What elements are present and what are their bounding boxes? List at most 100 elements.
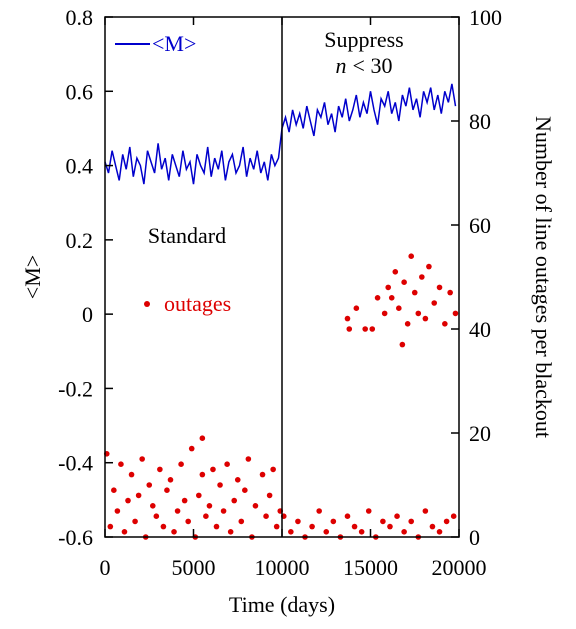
y-tick-label: -0.2 [58, 376, 93, 401]
scatter-point [181, 497, 188, 504]
scatter-point [178, 461, 184, 468]
scatter-point [203, 513, 209, 519]
scatter-point [369, 326, 376, 332]
scatter-point [443, 518, 450, 525]
scatter-point [199, 471, 206, 478]
y2-tick-label: 60 [469, 213, 491, 238]
scatter-point [139, 456, 145, 462]
scatter-point [210, 466, 216, 473]
scatter-point [107, 523, 114, 530]
scatter-point [242, 487, 248, 494]
y-tick-label: 0.6 [66, 79, 94, 104]
scatter-point [111, 487, 117, 494]
scatter-point [132, 518, 138, 525]
scatter-point [408, 253, 415, 259]
scatter-point [245, 456, 252, 462]
scatter-point [351, 523, 358, 530]
y-tick-label: 0.8 [66, 5, 94, 30]
scatter-point [234, 477, 241, 483]
scatter-point [125, 497, 131, 504]
scatter-point [270, 466, 276, 473]
scatter-point [452, 310, 459, 317]
y2-tick-label: 80 [469, 109, 491, 134]
scatter-point [309, 523, 315, 530]
x-tick-label: 20000 [432, 555, 487, 580]
scatter-point [121, 529, 128, 535]
x-tick-label: 5000 [172, 555, 216, 580]
y-tick-label: 0.4 [66, 154, 94, 179]
scatter-point [380, 518, 386, 525]
legend-swatch [144, 301, 150, 307]
scatter-point [362, 326, 368, 332]
scatter-point [374, 295, 381, 301]
scatter-point [217, 482, 223, 488]
scatter-point [358, 529, 365, 535]
scatter-point [426, 263, 432, 270]
scatter-point [401, 279, 407, 286]
scatter-point [199, 435, 206, 442]
scatter-point [135, 492, 142, 499]
scatter-point [344, 513, 351, 519]
scatter-point [295, 518, 301, 525]
scatter-point [157, 466, 163, 473]
scatter-point [146, 482, 153, 488]
scatter-point [394, 513, 400, 519]
scatter-point [188, 445, 195, 452]
annotation: n < 30 [336, 53, 393, 78]
annotation: Standard [148, 223, 226, 248]
scatter-point [381, 310, 388, 317]
scatter-point [206, 503, 213, 509]
annotation: Suppress [324, 27, 403, 52]
line-series [104, 83, 457, 185]
scatter-point [422, 508, 429, 514]
scatter-point [259, 471, 266, 478]
scatter-point [185, 518, 191, 525]
scatter-point [238, 518, 245, 525]
y-axis-label: <M> [20, 255, 45, 299]
y2-tick-label: 40 [469, 317, 491, 342]
scatter-point [118, 461, 124, 468]
scatter-point [160, 523, 167, 530]
scatter-point [213, 523, 220, 530]
y-tick-label: -0.6 [58, 525, 93, 550]
y-tick-label: 0.2 [66, 228, 94, 253]
scatter-point [164, 487, 170, 494]
scatter-point [447, 289, 453, 296]
scatter-point [344, 315, 351, 322]
scatter-point [196, 492, 202, 499]
scatter-point [401, 529, 407, 535]
x-axis-label: Time (days) [229, 592, 335, 617]
scatter-point [353, 305, 360, 312]
x-tick-label: 15000 [343, 555, 398, 580]
y-tick-label: 0 [82, 302, 93, 327]
scatter-point [330, 518, 337, 525]
scatter-point [149, 503, 156, 509]
scatter-point [436, 284, 443, 291]
annotation-italic: n [336, 53, 347, 78]
scatter-point [411, 289, 418, 296]
y2-tick-label: 20 [469, 421, 491, 446]
scatter-point [167, 477, 174, 483]
scatter-point [174, 508, 181, 514]
y2-tick-label: 0 [469, 525, 480, 550]
x-tick-label: 10000 [255, 555, 310, 580]
scatter-point [399, 341, 406, 348]
legend-label: <M> [152, 31, 196, 56]
scatter-point [365, 508, 372, 514]
scatter-point [288, 529, 294, 535]
scatter-point [171, 529, 177, 535]
scatter-point [429, 523, 436, 530]
scatter-point [415, 310, 422, 317]
scatter-point [385, 284, 392, 291]
legend-label: outages [164, 291, 231, 316]
scatter-point [266, 492, 273, 499]
scatter-point [387, 523, 393, 530]
y2-axis-label: Number of line outages per blackout [531, 116, 556, 438]
scatter-point [263, 513, 269, 519]
scatter-point [346, 326, 353, 332]
scatter-point [273, 523, 280, 530]
scatter-point [114, 508, 121, 514]
annotation-text: < 30 [353, 53, 393, 78]
scatter-point [431, 300, 438, 306]
